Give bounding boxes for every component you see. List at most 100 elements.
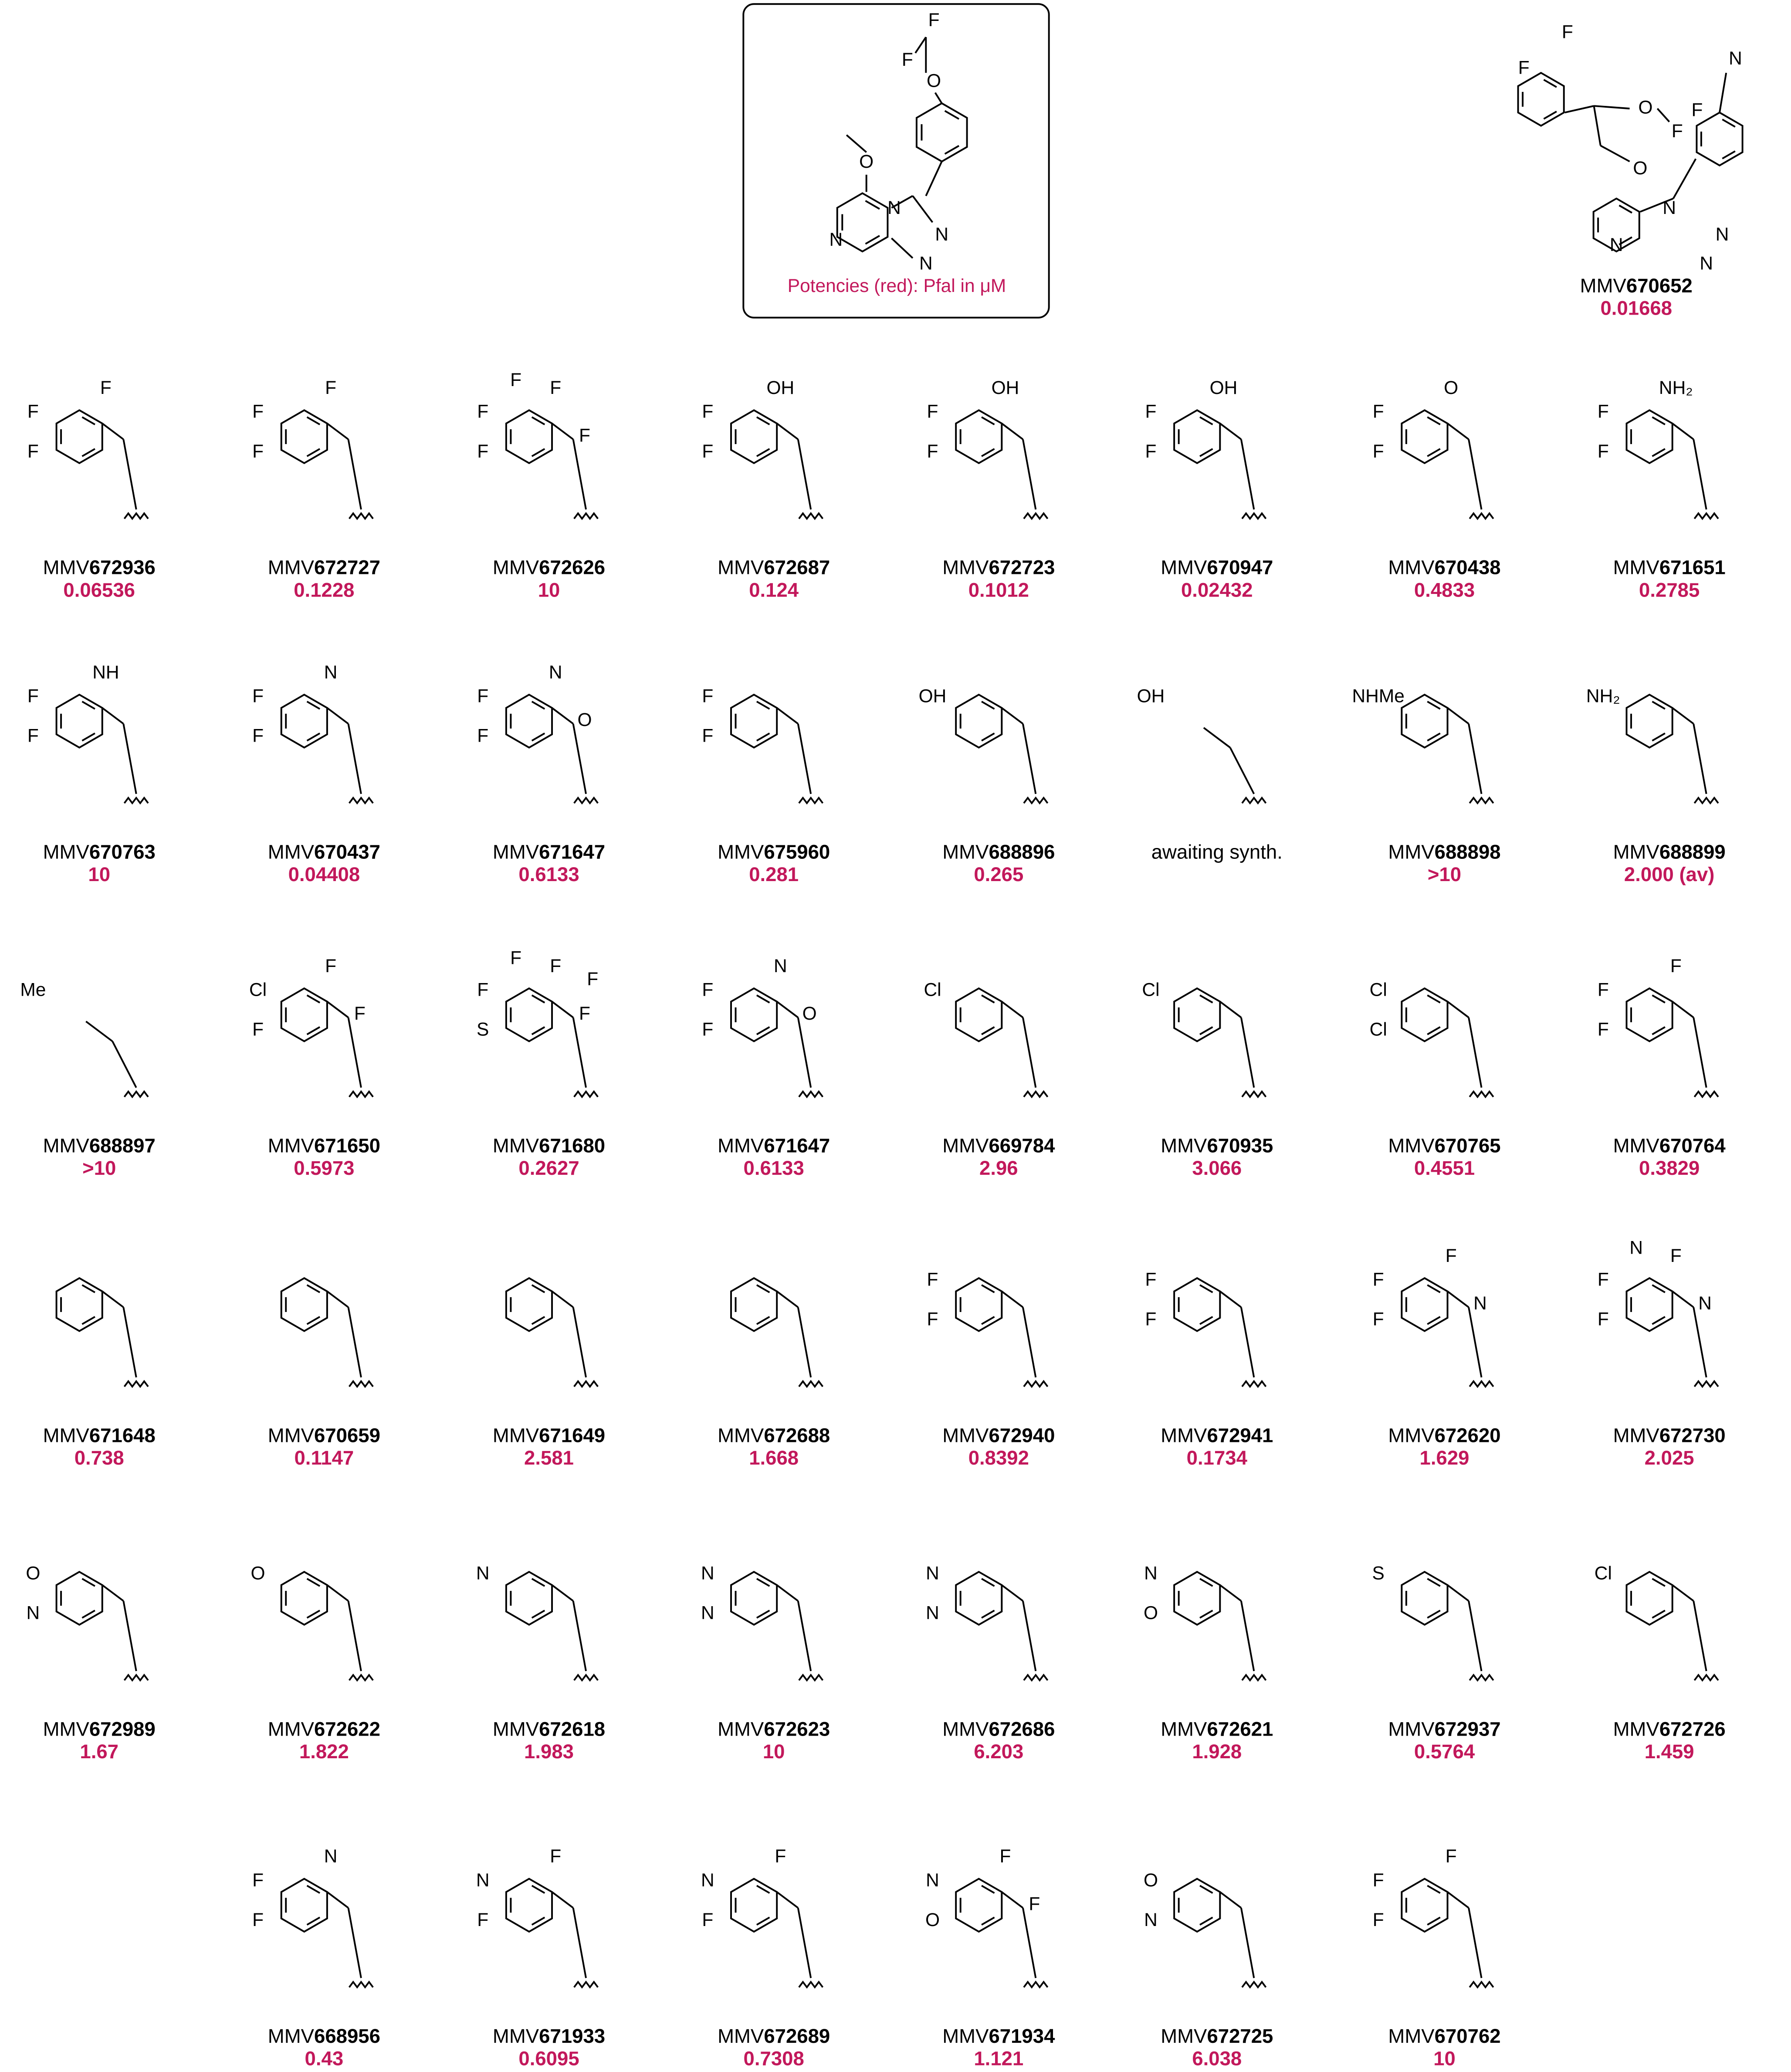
bond [1447, 707, 1469, 725]
ring [955, 987, 1003, 1042]
bond [1203, 727, 1231, 749]
id-number: 671647 [764, 1135, 830, 1157]
id-number: 688898 [1435, 841, 1501, 863]
bond [572, 723, 587, 794]
atom-label: N [935, 224, 948, 245]
bond [551, 423, 574, 440]
id-prefix: MMV [1388, 1718, 1435, 1740]
compound-id: MMV672689 [718, 2025, 830, 2047]
compound-id: MMV672937 [1388, 1718, 1500, 1740]
atom-label: F [775, 1846, 786, 1867]
bond [797, 1907, 812, 1978]
ring [280, 693, 328, 749]
atom-label: F [1373, 441, 1384, 462]
id-prefix: MMV [1161, 1424, 1207, 1446]
atom-label: O [251, 1563, 265, 1584]
legend: Potencies (red): Pfal in μM [788, 276, 1006, 296]
bond [1672, 1290, 1694, 1308]
atom-label: F [927, 402, 938, 422]
id-prefix: MMV [268, 1135, 315, 1157]
attachment [123, 1090, 149, 1099]
bond [1468, 1601, 1483, 1672]
legend-box [742, 3, 1050, 319]
atom-label: F [702, 980, 713, 1000]
compound-id: MMV670947 [1161, 556, 1273, 579]
attachment [1023, 796, 1049, 805]
double-bond [1543, 111, 1557, 120]
double-bond [756, 732, 770, 742]
compound-id: MMV669784 [942, 1135, 1055, 1157]
double-bond [1652, 1026, 1666, 1035]
compound-id: MMV672618 [493, 1718, 605, 1740]
double-bond [981, 732, 995, 742]
id-prefix: MMV [1388, 2025, 1435, 2047]
atom-label: N [324, 1846, 338, 1867]
double-bond [1427, 994, 1441, 1004]
atom-label: F [702, 726, 713, 746]
atom-label: OH [766, 378, 794, 398]
atom-label: N [324, 662, 338, 683]
id-prefix: MMV [1161, 1718, 1207, 1740]
bond [102, 423, 124, 440]
compound-id: MMV672940 [942, 1424, 1055, 1446]
double-bond [981, 416, 995, 425]
double-bond [306, 1916, 321, 1926]
atom-label: O [859, 152, 873, 172]
compound-id: MMV668956 [268, 2025, 380, 2047]
bond [1219, 1891, 1242, 1909]
double-bond [981, 1885, 995, 1894]
attachment [573, 796, 599, 805]
id-prefix: MMV [718, 1718, 764, 1740]
double-bond [81, 732, 95, 742]
id-prefix: MMV [43, 841, 90, 863]
atom-label: S [477, 1020, 489, 1040]
double-bond [1427, 701, 1441, 710]
atom-label: O [1444, 378, 1458, 398]
compound-id: MMV675960 [718, 841, 830, 863]
atom-label: OH [1210, 378, 1238, 398]
potency: 1.629 [1420, 1447, 1469, 1469]
attachment [348, 1980, 374, 1989]
attachment [1023, 512, 1049, 520]
double-bond [1652, 732, 1666, 742]
double-bond [756, 448, 770, 457]
potency: 0.124 [749, 579, 799, 601]
id-number: 672688 [764, 1424, 830, 1446]
bond [797, 723, 812, 794]
atom-label: Cl [1370, 1020, 1387, 1040]
atom-label: F [1373, 1309, 1384, 1330]
id-prefix: MMV [1613, 1135, 1660, 1157]
id-number: 670438 [1435, 556, 1501, 579]
compound-id: MMV670438 [1388, 556, 1500, 579]
ring [505, 1277, 553, 1332]
double-bond [1652, 1578, 1666, 1587]
potency: 0.02432 [1181, 579, 1253, 601]
double-bond [531, 994, 545, 1004]
double-bond [865, 200, 880, 210]
bond [934, 92, 943, 104]
attachment [1693, 1380, 1719, 1388]
bond [1600, 145, 1630, 163]
bond [347, 1017, 362, 1088]
double-bond [531, 1916, 545, 1926]
double-bond [981, 994, 995, 1004]
compound-id: MMV672726 [1613, 1718, 1726, 1740]
atom-label: NHMe [1352, 686, 1404, 706]
double-bond [531, 701, 545, 710]
id-prefix: MMV [493, 1424, 539, 1446]
bond [1447, 1584, 1469, 1602]
potency: 2.025 [1645, 1447, 1694, 1469]
double-bond [306, 1026, 321, 1035]
bond [776, 707, 799, 725]
id-prefix: MMV [1388, 841, 1435, 863]
compound-id: MMV670765 [1388, 1135, 1500, 1157]
double-bond [81, 448, 95, 457]
compound-id: MMV672730 [1613, 1424, 1726, 1446]
atom-label: F [1373, 402, 1384, 422]
id-prefix: MMV [942, 1424, 989, 1446]
bond [572, 1307, 587, 1378]
bond [1468, 439, 1483, 510]
atom-label: F [27, 726, 39, 746]
double-bond [1618, 236, 1632, 245]
ring [55, 693, 103, 749]
